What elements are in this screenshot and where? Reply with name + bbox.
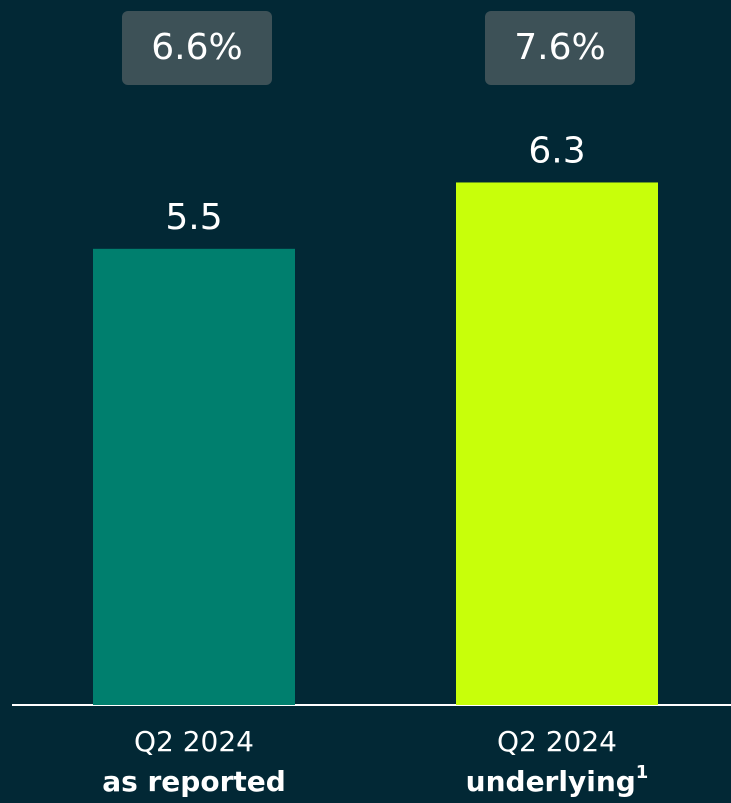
category-basis-text: underlying	[466, 765, 636, 798]
bar	[93, 248, 295, 705]
category-basis-text: as reported	[102, 765, 286, 798]
category-basis: as reported	[102, 765, 286, 798]
annotation-box	[122, 11, 272, 85]
value-label: 5.5	[165, 197, 222, 238]
category-basis: underlying1	[466, 762, 649, 798]
value-label: 6.3	[528, 130, 585, 171]
annotation: 6.6%	[151, 27, 242, 68]
annotation-box	[485, 11, 635, 85]
category-period: Q2 2024	[134, 725, 254, 758]
footnote-marker: 1	[636, 762, 649, 783]
annotation: 7.6%	[514, 27, 605, 68]
bar	[456, 182, 658, 705]
category-period: Q2 2024	[497, 725, 617, 758]
